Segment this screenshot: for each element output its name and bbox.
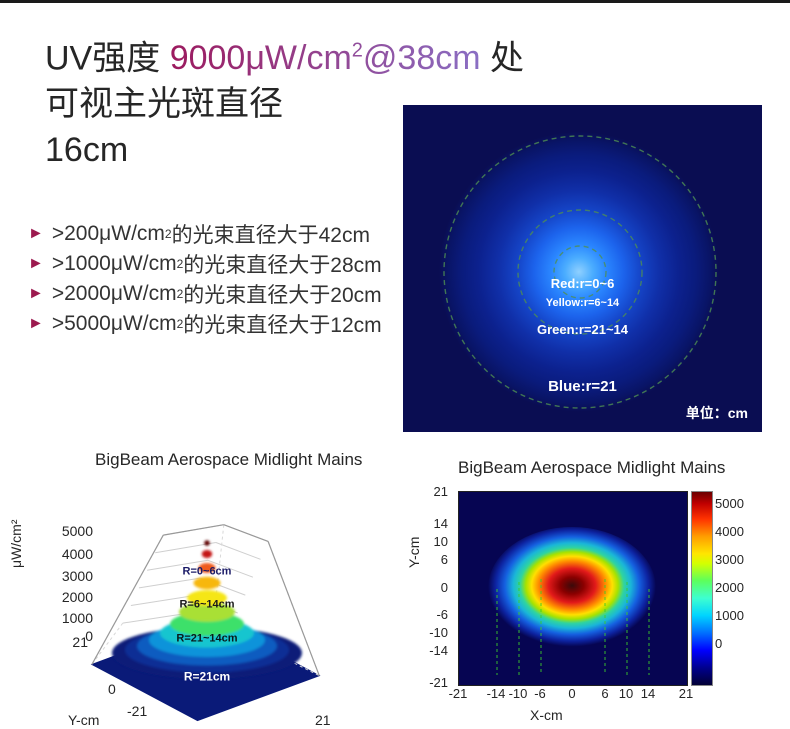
svg-text:R=6~14cm: R=6~14cm [179, 599, 234, 611]
svg-text:R=21cm: R=21cm [184, 670, 230, 684]
svg-text:R=0~6cm: R=0~6cm [183, 566, 232, 578]
svg-text:R=21~14cm: R=21~14cm [176, 633, 237, 645]
